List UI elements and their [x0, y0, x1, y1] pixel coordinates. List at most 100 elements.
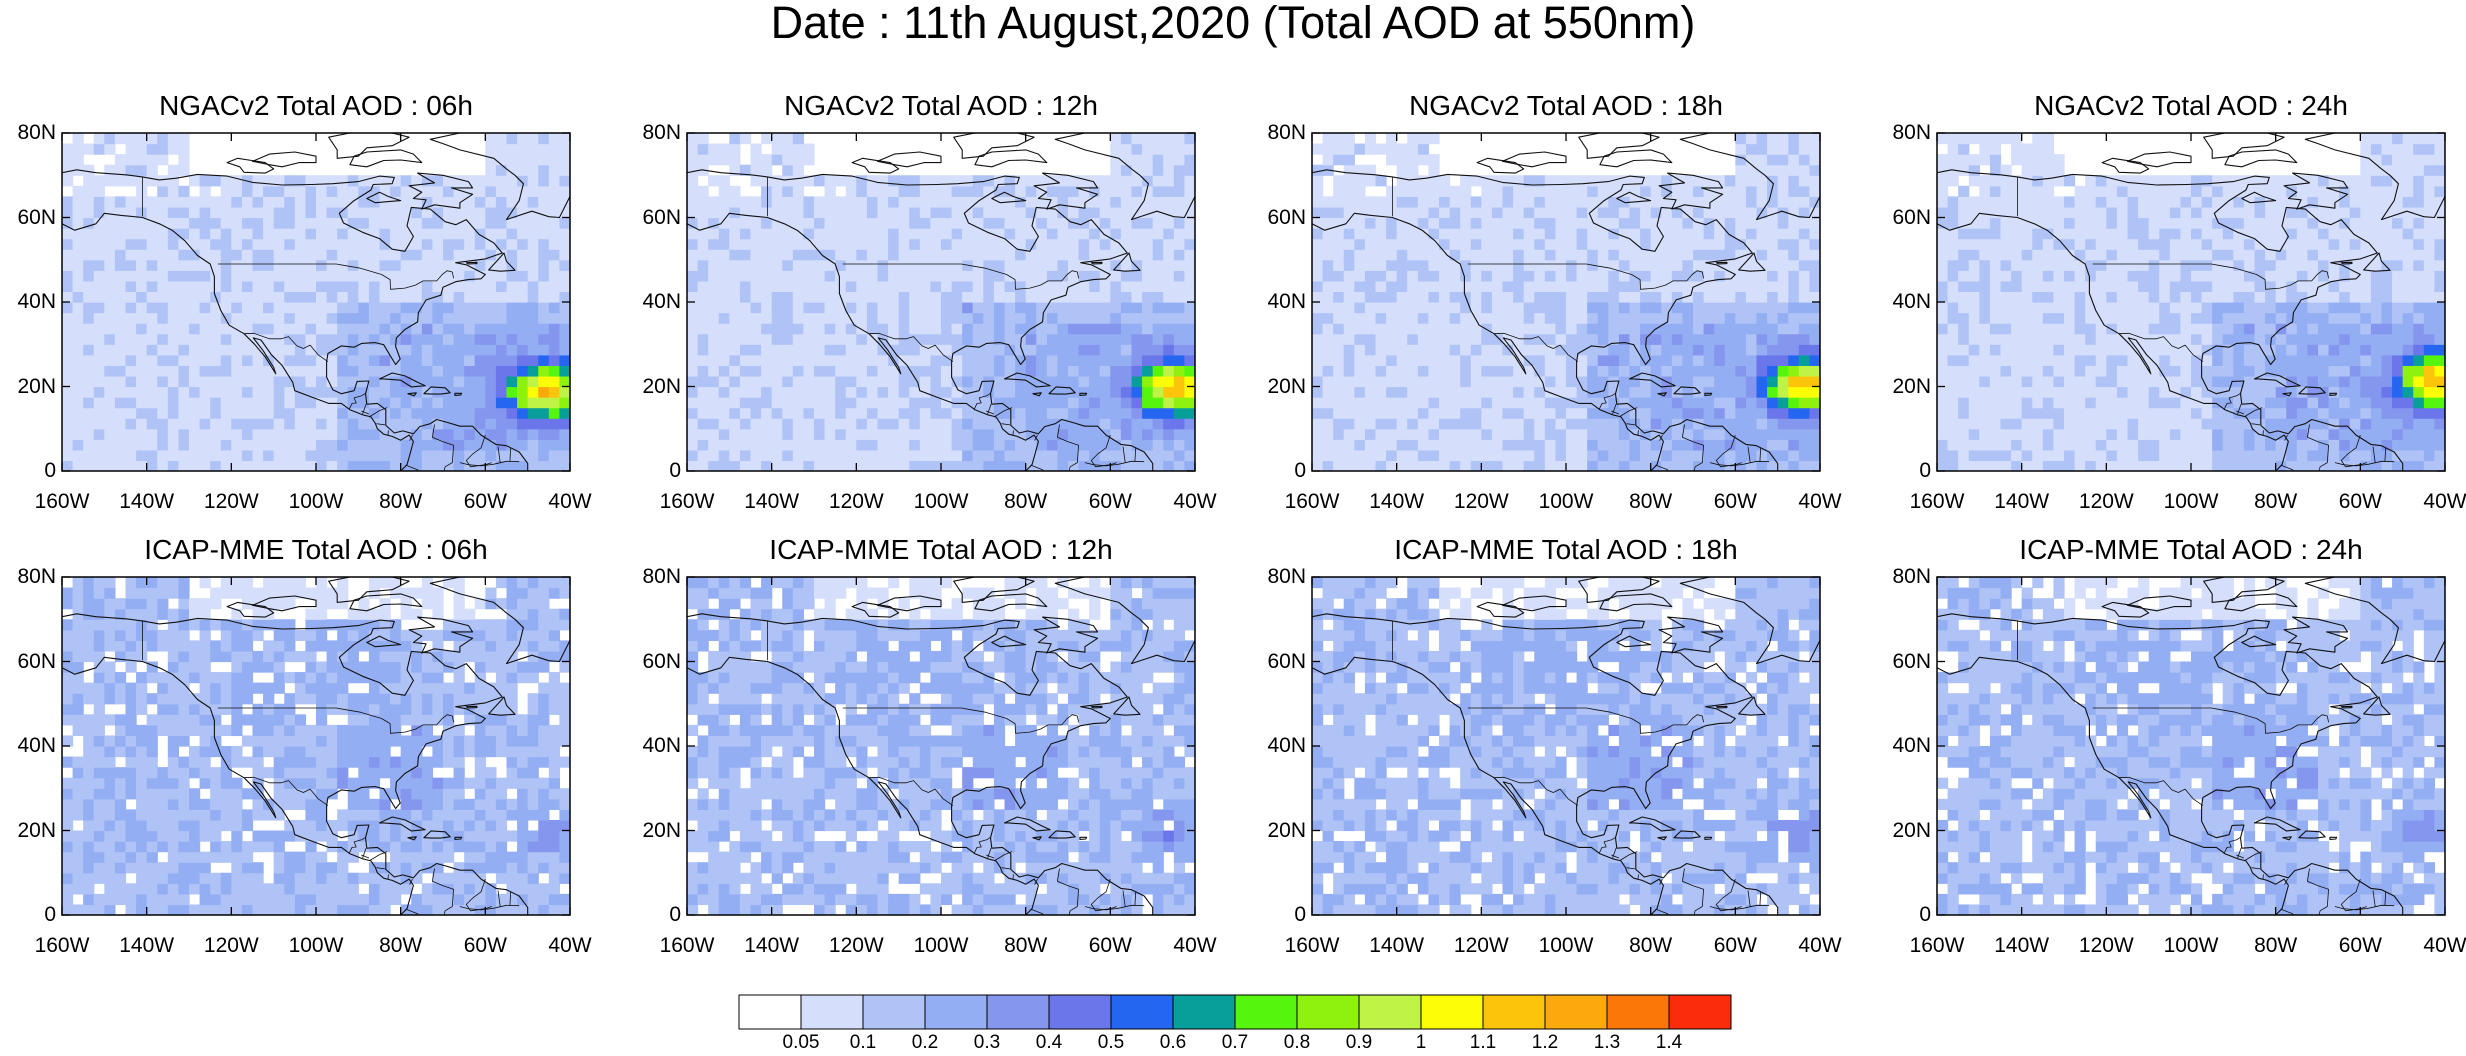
aod-cell	[2064, 312, 2076, 324]
aod-cell	[1449, 407, 1461, 419]
aod-cell	[2000, 344, 2012, 356]
aod-cell	[136, 228, 148, 240]
aod-cell	[432, 270, 444, 282]
aod-cell	[178, 249, 190, 261]
aod-cell	[220, 291, 232, 303]
aod-cell	[951, 375, 963, 388]
aod-cell	[1036, 333, 1048, 345]
aod-cell	[326, 460, 338, 471]
aod-cell	[1629, 418, 1641, 430]
aod-cell	[337, 386, 349, 398]
aod-cell	[347, 333, 359, 345]
aod-cell	[1513, 238, 1525, 250]
aod-cell	[1131, 238, 1143, 250]
aod-cell	[294, 375, 307, 388]
aod-cell	[2127, 449, 2139, 462]
aod-cell	[1364, 164, 1377, 176]
aod-cell	[1322, 249, 1334, 261]
aod-cell	[1481, 365, 1493, 377]
aod-cell	[294, 185, 307, 197]
aod-cell	[1650, 333, 1662, 345]
aod-cell	[453, 259, 465, 271]
aod-cell	[1714, 418, 1726, 430]
aod-cell	[1947, 302, 1959, 314]
aod-cell	[157, 185, 169, 197]
aod-cell	[1333, 302, 1345, 314]
aod-cell	[453, 185, 465, 197]
aod-cell	[708, 143, 720, 155]
aod-cell	[1523, 249, 1535, 261]
aod-cell	[485, 238, 497, 250]
aod-cell	[1809, 154, 1820, 166]
aod-cell	[1958, 133, 1970, 145]
country-border	[868, 332, 954, 362]
aod-cell	[421, 449, 434, 462]
aod-cell	[294, 344, 307, 356]
aod-cell	[93, 407, 105, 419]
aod-cell	[72, 418, 84, 430]
aod-cell	[284, 259, 296, 271]
aod-cell	[919, 323, 932, 335]
aod-cell	[443, 259, 455, 271]
aod-cell	[1671, 175, 1684, 187]
axis-ticks	[686, 132, 1196, 472]
aod-cell	[231, 302, 243, 314]
aod-cell	[485, 249, 497, 261]
aod-cell	[1322, 344, 1334, 356]
aod-cell	[358, 344, 370, 356]
aod-cell	[856, 460, 868, 471]
aod-cell	[1650, 407, 1662, 419]
aod-cell	[136, 312, 148, 324]
aod-cell	[1968, 333, 1980, 345]
aod-cell	[2116, 217, 2129, 229]
aod-cell	[1968, 196, 1980, 208]
aod-cell	[898, 312, 910, 324]
aod-cell	[337, 449, 349, 462]
aod-cell	[1809, 270, 1820, 282]
aod-cell	[1386, 270, 1398, 282]
aod-cell	[1534, 460, 1546, 471]
aod-cell	[189, 344, 201, 356]
aod-cell	[919, 302, 932, 314]
aod-cell	[114, 175, 127, 187]
aod-cell	[750, 217, 762, 229]
aod-cell	[1523, 460, 1535, 471]
aod-cell	[284, 397, 296, 409]
aod-cell	[792, 302, 805, 314]
aod-cell	[697, 428, 709, 440]
aod-cell	[1089, 375, 1101, 388]
aod-cell	[1513, 185, 1525, 197]
aod-cell	[2032, 449, 2044, 462]
aod-cell	[1968, 312, 1980, 324]
aod-cell	[761, 312, 773, 324]
aod-cell	[189, 333, 201, 345]
aod-cell	[294, 270, 307, 282]
aod-cell	[1544, 206, 1557, 219]
aod-cell	[506, 249, 518, 261]
aod-cell	[125, 428, 137, 440]
aod-cell	[189, 196, 201, 208]
aod-cell	[1555, 449, 1567, 462]
aod-cell	[2021, 249, 2033, 261]
aod-cell	[718, 428, 730, 440]
island-outline	[1501, 151, 1567, 168]
aod-cell	[2106, 259, 2118, 271]
aod-cell	[167, 354, 180, 366]
aod-cell	[390, 428, 402, 440]
aod-cell	[2021, 238, 2033, 250]
aod-cell	[1078, 354, 1090, 366]
country-border	[994, 407, 1013, 417]
aod-cell	[326, 228, 338, 240]
aod-cell	[1460, 386, 1472, 398]
aod-cell	[941, 196, 953, 208]
aod-cell	[2095, 397, 2107, 409]
aod-cell	[983, 428, 995, 440]
aod-cell	[898, 365, 910, 377]
aod-cell	[252, 291, 264, 303]
aod-cell	[1693, 407, 1705, 419]
aod-cell	[178, 428, 190, 440]
aod-cell	[178, 344, 190, 356]
aod-cell	[1947, 407, 1959, 419]
aod-cell	[1502, 270, 1514, 282]
aod-cell	[1947, 196, 1959, 208]
